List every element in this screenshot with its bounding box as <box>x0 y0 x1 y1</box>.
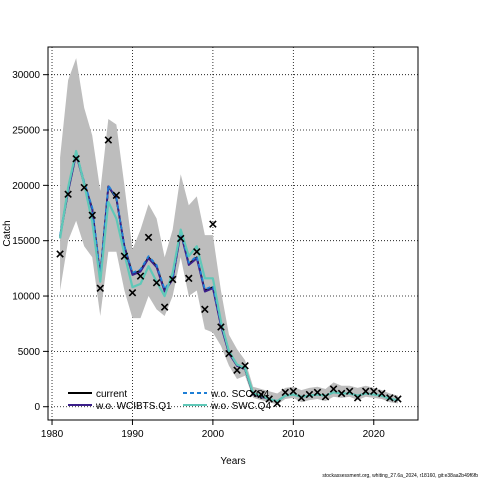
confidence-band <box>60 58 398 405</box>
plot-frame <box>47 46 419 421</box>
y-tick-label: 15000 <box>12 236 40 247</box>
observed-point <box>289 387 298 395</box>
observed-point <box>249 389 257 398</box>
legend-label: w.o. SWC.Q4 <box>210 401 271 412</box>
observed-point <box>273 399 282 408</box>
legend-item-w-o-swc-q4: w.o. SWC.Q4 <box>183 401 271 412</box>
observed-point <box>96 284 105 293</box>
y-tick-label: 10000 <box>12 292 40 303</box>
observed-point <box>168 275 177 284</box>
observed-point <box>394 395 402 403</box>
observed-point <box>144 233 153 242</box>
observed-point <box>305 390 314 399</box>
observed-point <box>386 394 394 402</box>
y-tick-label: 30000 <box>12 70 40 81</box>
observed-point <box>378 389 386 398</box>
observed-point <box>72 155 80 163</box>
observed-point <box>104 136 113 144</box>
observed-point <box>120 252 129 260</box>
observed-point <box>209 220 217 228</box>
observed-point <box>64 190 72 198</box>
y-axis-title: Catch <box>2 220 13 246</box>
legend-item-w-o-wcibts-q1: w.o. WCIBTS.Q1 <box>68 401 172 412</box>
observed-point <box>241 361 249 370</box>
observed-point <box>369 387 378 395</box>
x-axis: 1980 1990 2000 2010 2020 <box>41 420 385 440</box>
observed-point <box>201 305 209 314</box>
observed-point <box>88 211 97 220</box>
observed-point <box>265 395 273 403</box>
grid-lines <box>48 47 418 420</box>
x-tick-label: 2010 <box>282 429 305 440</box>
footer-credit: stockassessment.org, whiting_27.6a_2024,… <box>322 473 478 479</box>
observed-point <box>80 183 88 192</box>
x-tick-label: 1980 <box>41 429 64 440</box>
observed-point <box>225 349 233 358</box>
observed-point <box>257 390 265 399</box>
legend-item-current: current <box>68 389 127 400</box>
x-axis-title: Years <box>220 456 245 467</box>
legend-item-w-o-sco-q4: w.o. SCO.Q4 <box>183 389 270 400</box>
confidence-band-area <box>60 58 398 405</box>
observed-point <box>152 278 161 287</box>
observed-point <box>337 389 346 398</box>
observed-point <box>297 394 306 402</box>
observed-point <box>56 250 64 258</box>
observed-point <box>329 385 338 393</box>
observed-point <box>281 388 290 397</box>
legend-label: w.o. SCO.Q4 <box>210 389 270 400</box>
x-tick-label: 2020 <box>363 429 386 440</box>
observed-point <box>184 274 193 283</box>
y-tick-label: 20000 <box>12 181 40 192</box>
y-axis: 0 5000 10000 15000 20000 25000 30000 <box>12 70 48 413</box>
observed-point <box>128 288 137 297</box>
observed-point <box>160 303 169 311</box>
legend-label: w.o. WCIBTS.Q1 <box>95 401 172 412</box>
observed-point <box>321 392 330 401</box>
observed-point <box>193 247 201 256</box>
x-tick-label: 2000 <box>202 429 225 440</box>
observed-points <box>56 136 402 408</box>
observed-point <box>136 272 145 280</box>
observed-point <box>313 388 322 397</box>
observed-point <box>112 191 121 200</box>
observed-point <box>233 366 241 374</box>
legend-label: current <box>96 389 127 400</box>
x-tick-label: 1990 <box>121 429 144 440</box>
y-tick-label: 25000 <box>12 126 40 137</box>
observed-point <box>361 387 370 395</box>
observed-point <box>217 323 225 331</box>
y-tick-label: 5000 <box>18 347 41 358</box>
observed-point <box>176 234 185 243</box>
y-tick-label: 0 <box>34 402 40 413</box>
observed-point <box>345 387 354 395</box>
observed-point <box>353 394 362 402</box>
